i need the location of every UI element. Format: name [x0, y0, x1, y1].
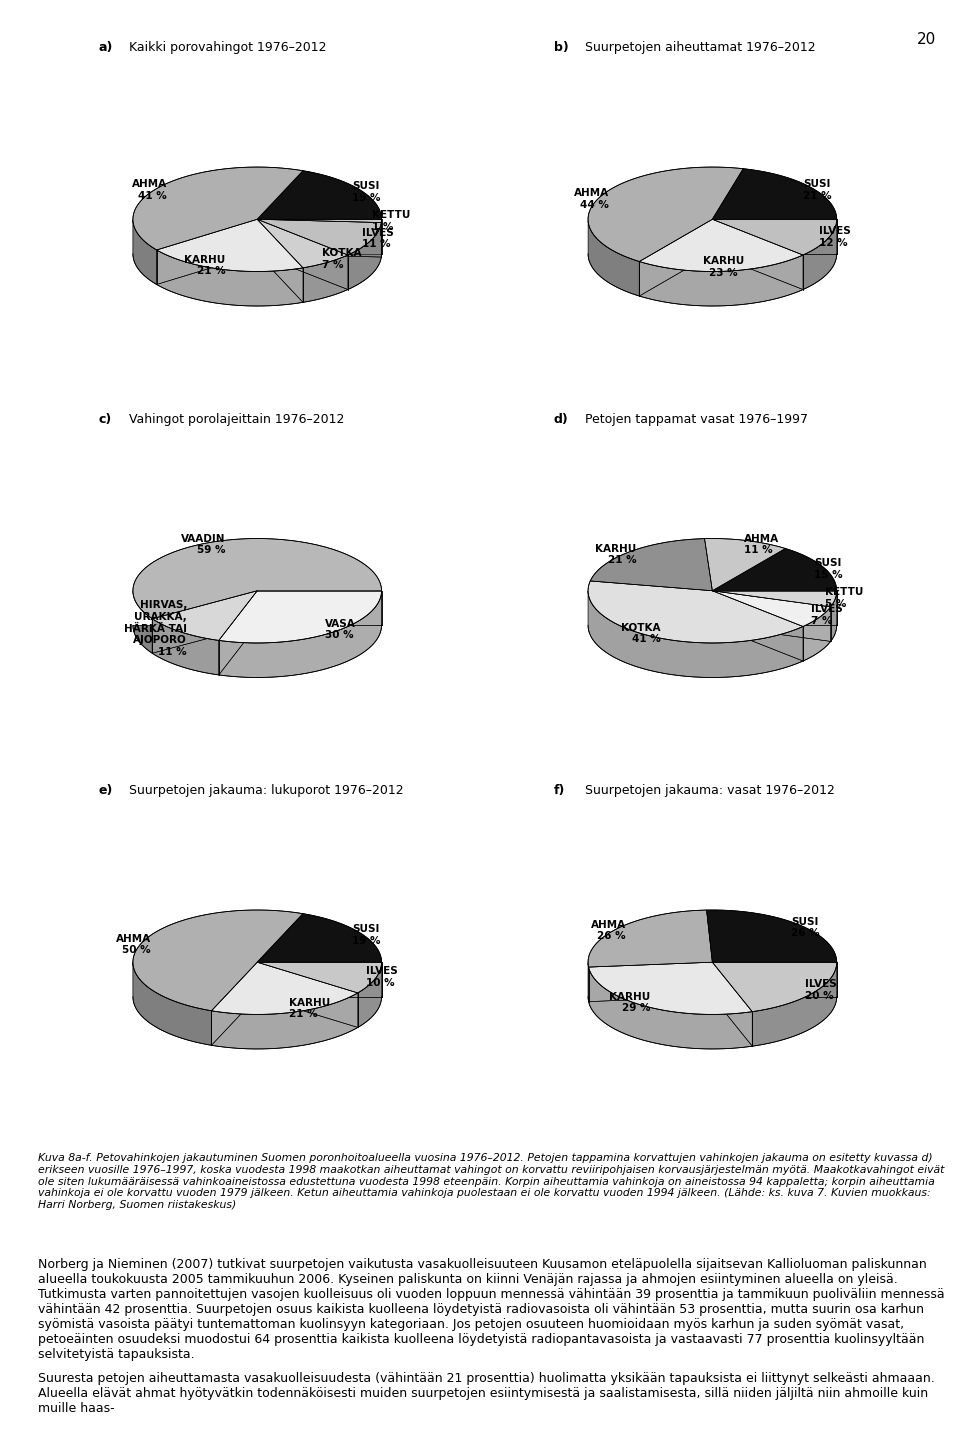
Polygon shape: [257, 219, 381, 223]
Text: c): c): [98, 413, 111, 426]
Polygon shape: [156, 219, 303, 271]
Text: AHMA
41 %: AHMA 41 %: [132, 180, 167, 200]
Text: SUSI
26 %: SUSI 26 %: [791, 917, 820, 938]
Text: d): d): [554, 413, 568, 426]
Polygon shape: [132, 220, 156, 284]
Text: AHMA
26 %: AHMA 26 %: [590, 920, 626, 942]
Polygon shape: [588, 167, 743, 261]
Polygon shape: [590, 539, 712, 591]
Polygon shape: [712, 549, 837, 591]
Text: Kaikki porovahingot 1976–2012: Kaikki porovahingot 1976–2012: [130, 42, 327, 55]
Polygon shape: [712, 591, 837, 607]
Polygon shape: [712, 591, 830, 626]
Text: Kuva 8a-f. Petovahinkojen jakautuminen Suomen poronhoitoalueella vuosina 1976–20: Kuva 8a-f. Petovahinkojen jakautuminen S…: [38, 1153, 945, 1210]
Text: e): e): [98, 784, 112, 797]
Text: f): f): [554, 784, 564, 797]
Polygon shape: [132, 910, 303, 1011]
Text: KETTU
1 %: KETTU 1 %: [372, 210, 410, 232]
Polygon shape: [257, 914, 381, 962]
Text: SUSI
15 %: SUSI 15 %: [814, 558, 843, 580]
Text: KOTKA
41 %: KOTKA 41 %: [621, 623, 660, 645]
Text: HIRVAS,
URAKKA,
HÄRKÄ TAI
AJOPORO
11 %: HIRVAS, URAKKA, HÄRKÄ TAI AJOPORO 11 %: [124, 600, 187, 656]
Polygon shape: [639, 255, 803, 306]
Text: KARHU
23 %: KARHU 23 %: [703, 256, 744, 278]
Polygon shape: [132, 962, 211, 1045]
Polygon shape: [257, 219, 381, 255]
Polygon shape: [712, 168, 837, 219]
Text: ILVES
12 %: ILVES 12 %: [819, 226, 851, 248]
Text: Norberg ja Nieminen (2007) tutkivat suurpetojen vaikutusta vasakuolleisuuteen Ku: Norberg ja Nieminen (2007) tutkivat suur…: [38, 1258, 945, 1362]
Text: AHMA
11 %: AHMA 11 %: [744, 533, 780, 555]
Polygon shape: [803, 607, 830, 661]
Text: SUSI
21 %: SUSI 21 %: [803, 180, 831, 200]
Text: Suuresta petojen aiheuttamasta vasakuolleisuudesta (vähintään 21 prosenttia) huo: Suuresta petojen aiheuttamasta vasakuoll…: [38, 1372, 935, 1414]
Polygon shape: [153, 591, 257, 640]
Polygon shape: [707, 910, 837, 962]
Polygon shape: [211, 962, 358, 1014]
Text: KARHU
29 %: KARHU 29 %: [609, 991, 650, 1013]
Text: KARHU
21 %: KARHU 21 %: [595, 543, 636, 565]
Polygon shape: [712, 219, 837, 255]
Text: Suurpetojen jakauma: vasat 1976–2012: Suurpetojen jakauma: vasat 1976–2012: [585, 784, 834, 797]
Text: AHMA
44 %: AHMA 44 %: [574, 188, 609, 210]
Polygon shape: [588, 962, 753, 1014]
Polygon shape: [588, 910, 712, 966]
Polygon shape: [257, 219, 348, 268]
Polygon shape: [588, 591, 803, 678]
Text: SUSI
19 %: SUSI 19 %: [352, 924, 380, 946]
Polygon shape: [753, 962, 837, 1046]
Text: ILVES
11 %: ILVES 11 %: [362, 227, 394, 249]
Polygon shape: [257, 171, 381, 219]
Polygon shape: [639, 219, 803, 271]
Text: ILVES
7 %: ILVES 7 %: [811, 604, 843, 626]
Text: Vahingot porolajeittain 1976–2012: Vahingot porolajeittain 1976–2012: [130, 413, 345, 426]
Polygon shape: [830, 591, 837, 642]
Text: VASA
30 %: VASA 30 %: [324, 619, 355, 640]
Text: 20: 20: [917, 32, 936, 46]
Text: VAADIN
59 %: VAADIN 59 %: [180, 533, 226, 555]
Text: Suurpetojen jakauma: lukuporot 1976–2012: Suurpetojen jakauma: lukuporot 1976–2012: [130, 784, 404, 797]
Polygon shape: [257, 962, 381, 993]
Polygon shape: [153, 619, 219, 675]
Text: AHMA
50 %: AHMA 50 %: [115, 933, 151, 955]
Polygon shape: [348, 223, 381, 290]
Text: b): b): [554, 42, 568, 55]
Polygon shape: [303, 255, 348, 303]
Polygon shape: [132, 539, 381, 619]
Text: Petojen tappamat vasat 1976–1997: Petojen tappamat vasat 1976–1997: [585, 413, 807, 426]
Text: KARHU
21 %: KARHU 21 %: [184, 255, 226, 277]
Polygon shape: [358, 962, 381, 1027]
Text: KOTKA
7 %: KOTKA 7 %: [322, 248, 361, 270]
Polygon shape: [588, 581, 803, 643]
Text: KARHU
21 %: KARHU 21 %: [289, 997, 330, 1019]
Polygon shape: [712, 962, 837, 1011]
Text: a): a): [98, 42, 112, 55]
Polygon shape: [219, 591, 381, 678]
Text: ILVES
10 %: ILVES 10 %: [366, 966, 397, 988]
Text: Suurpetojen aiheuttamat 1976–2012: Suurpetojen aiheuttamat 1976–2012: [585, 42, 815, 55]
Polygon shape: [132, 591, 381, 653]
Text: KETTU
5 %: KETTU 5 %: [826, 587, 864, 609]
Polygon shape: [588, 966, 753, 1049]
Text: SUSI
19 %: SUSI 19 %: [352, 181, 380, 203]
Polygon shape: [803, 219, 837, 290]
Polygon shape: [588, 220, 639, 296]
Polygon shape: [132, 167, 303, 251]
Text: ILVES
20 %: ILVES 20 %: [805, 980, 837, 1001]
Polygon shape: [156, 251, 303, 306]
Polygon shape: [705, 539, 785, 591]
Polygon shape: [211, 993, 358, 1049]
Polygon shape: [219, 591, 381, 643]
